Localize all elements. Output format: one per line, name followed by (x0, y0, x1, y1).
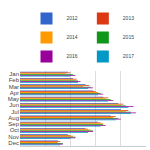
svg-text:May: May (8, 96, 19, 102)
svg-text:Sep: Sep (8, 121, 19, 127)
svg-text:Jul: Jul (11, 109, 19, 115)
svg-text:Dec: Dec (8, 140, 19, 146)
svg-text:Oct: Oct (10, 127, 20, 133)
svg-text:Feb: Feb (9, 77, 20, 83)
svg-text:Nov: Nov (8, 134, 19, 140)
svg-text:Apr: Apr (10, 90, 19, 96)
svg-text:2012: 2012 (67, 15, 78, 21)
svg-text:2014: 2014 (67, 34, 78, 40)
svg-text:Jan: Jan (9, 71, 19, 77)
svg-text:2015: 2015 (123, 34, 134, 40)
svg-text:2017: 2017 (123, 53, 134, 59)
svg-text:2016: 2016 (67, 53, 78, 59)
svg-text:Mar: Mar (9, 84, 19, 90)
svg-text:2013: 2013 (123, 15, 134, 21)
svg-text:Jun: Jun (9, 102, 19, 108)
svg-text:Aug: Aug (8, 115, 19, 121)
